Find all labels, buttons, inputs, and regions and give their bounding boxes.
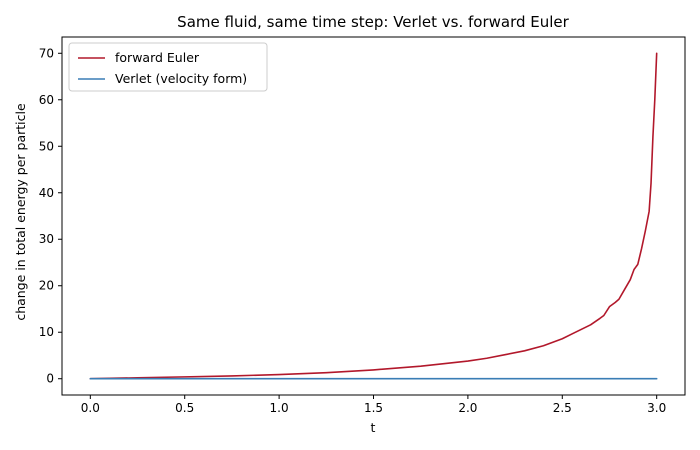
x-axis-label: t (371, 420, 376, 435)
legend-label-1: Verlet (velocity form) (115, 71, 247, 86)
y-tick-label: 30 (39, 232, 54, 246)
y-tick-label: 70 (39, 46, 54, 60)
y-axis-label: change in total energy per particle (13, 103, 28, 321)
x-tick-label: 3.0 (647, 401, 666, 415)
legend: forward Euler Verlet (velocity form) (68, 42, 268, 92)
series-line-0 (89, 52, 658, 380)
legend-box (68, 42, 268, 92)
y-tick-label: 40 (39, 186, 54, 200)
legend-label-0: forward Euler (115, 50, 200, 65)
chart-title: Same fluid, same time step: Verlet vs. f… (177, 13, 569, 31)
x-tick-label: 2.0 (458, 401, 477, 415)
y-tick-label: 60 (39, 93, 54, 107)
x-tick-label: 2.5 (553, 401, 572, 415)
plot-area: 0.0 0.5 1.0 1.5 2.0 2.5 3.0 0 10 20 30 40 50 60 70 (39, 36, 686, 415)
y-tick-label: 20 (39, 279, 54, 293)
x-tick-label: 1.0 (270, 401, 289, 415)
x-tick-label: 0.0 (81, 401, 100, 415)
y-tick-label: 0 (46, 372, 54, 386)
x-tick-label: 1.5 (364, 401, 383, 415)
y-tick-label: 50 (39, 139, 54, 153)
y-tick-label: 10 (39, 325, 54, 339)
x-tick-label: 0.5 (175, 401, 194, 415)
